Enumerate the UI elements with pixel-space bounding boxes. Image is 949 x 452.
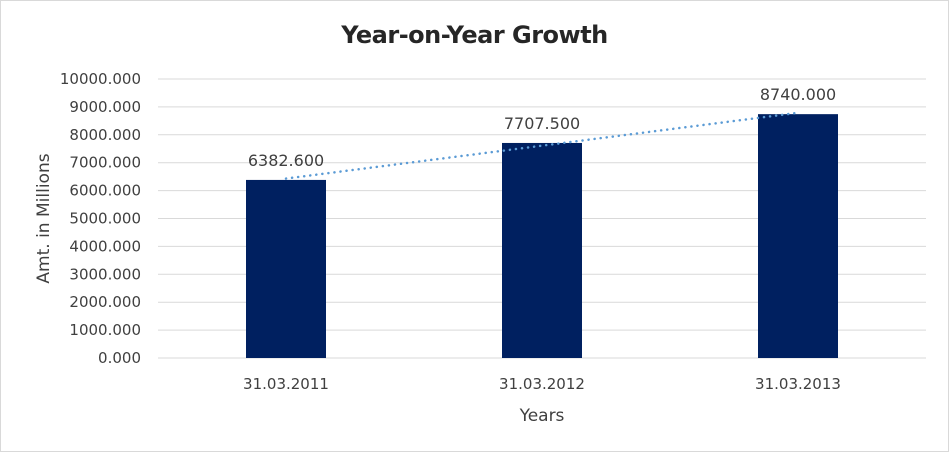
y-tick-label: 4000.000 [69, 237, 141, 255]
y-tick-label: 1000.000 [69, 321, 141, 339]
y-tick-label: 7000.000 [69, 154, 141, 172]
y-tick-label: 2000.000 [69, 293, 141, 311]
y-tick-label: 3000.000 [69, 265, 141, 283]
bar [246, 179, 326, 358]
x-axis-label: Years [519, 406, 565, 426]
x-tick-label: 31.03.2013 [755, 375, 841, 393]
y-tick-label: 10000.000 [60, 70, 141, 88]
x-tick-label: 31.03.2012 [499, 375, 585, 393]
data-label: 8740.000 [760, 85, 836, 104]
y-tick-label: 5000.000 [69, 210, 141, 228]
bar [758, 114, 838, 359]
data-label: 6382.600 [248, 151, 324, 170]
data-label: 7707.500 [504, 114, 580, 133]
trendline [284, 111, 800, 180]
y-tick-label: 8000.000 [69, 126, 141, 144]
chart-title: Year-on-Year Growth [341, 21, 608, 49]
y-tick-label: 9000.000 [69, 98, 141, 116]
y-tick-label: 0.000 [98, 349, 141, 367]
y-axis-label: Amt. in Millions [34, 153, 54, 283]
bar [502, 142, 582, 358]
x-tick-label: 31.03.2011 [243, 375, 329, 393]
y-tick-label: 6000.000 [69, 182, 141, 200]
